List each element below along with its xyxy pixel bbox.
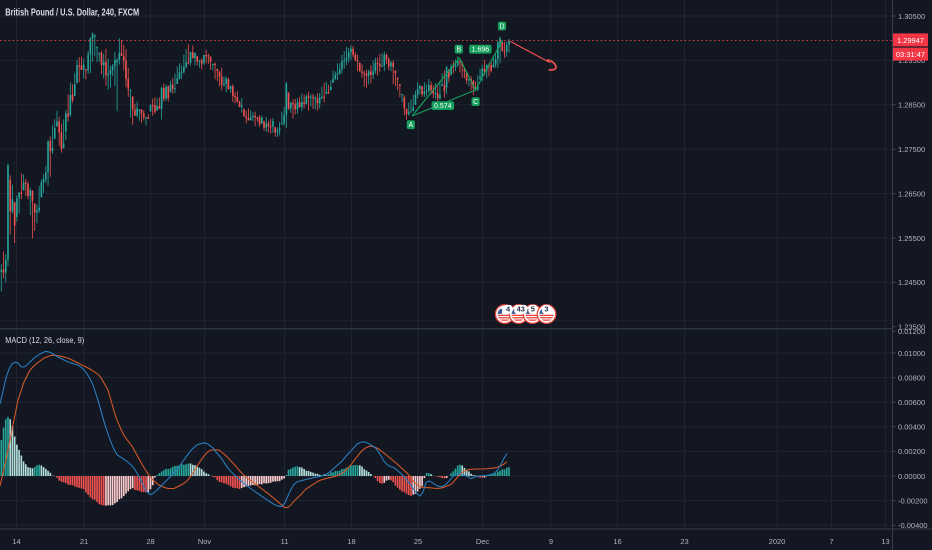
svg-text:1.23500: 1.23500 bbox=[898, 323, 925, 332]
svg-text:1.30500: 1.30500 bbox=[898, 12, 925, 21]
svg-text:-0.00200: -0.00200 bbox=[898, 496, 928, 505]
svg-text:1.24500: 1.24500 bbox=[898, 278, 925, 287]
svg-text:A: A bbox=[408, 122, 413, 129]
svg-text:1.28500: 1.28500 bbox=[898, 101, 925, 110]
svg-text:1.25500: 1.25500 bbox=[898, 234, 925, 243]
svg-text:C: C bbox=[473, 99, 478, 106]
svg-text:18: 18 bbox=[347, 537, 355, 546]
svg-text:MACD (12, 26, close, 9): MACD (12, 26, close, 9) bbox=[5, 335, 84, 345]
svg-text:0.01200: 0.01200 bbox=[898, 327, 925, 336]
svg-text:16: 16 bbox=[613, 537, 621, 546]
svg-text:7: 7 bbox=[829, 537, 833, 546]
svg-text:9: 9 bbox=[549, 537, 553, 546]
svg-text:0.00200: 0.00200 bbox=[898, 447, 925, 456]
svg-text:3: 3 bbox=[544, 305, 548, 314]
svg-text:43: 43 bbox=[517, 305, 525, 314]
svg-text:0.574: 0.574 bbox=[434, 103, 452, 110]
svg-text:11: 11 bbox=[281, 537, 289, 546]
svg-text:4: 4 bbox=[506, 305, 511, 314]
svg-text:5: 5 bbox=[531, 305, 535, 314]
svg-text:1.27500: 1.27500 bbox=[898, 145, 925, 154]
svg-text:2020: 2020 bbox=[769, 537, 786, 546]
svg-text:14: 14 bbox=[12, 537, 20, 546]
svg-text:1.29500: 1.29500 bbox=[898, 56, 925, 65]
svg-text:0.00400: 0.00400 bbox=[898, 423, 925, 432]
svg-text:Nov: Nov bbox=[198, 537, 212, 546]
svg-text:1.26500: 1.26500 bbox=[898, 189, 925, 198]
svg-text:0.00000: 0.00000 bbox=[898, 472, 925, 481]
svg-text:28: 28 bbox=[146, 537, 154, 546]
svg-text:0.01000: 0.01000 bbox=[898, 349, 925, 358]
svg-text:21: 21 bbox=[80, 537, 88, 546]
svg-text:British Pound / U.S. Dollar, 2: British Pound / U.S. Dollar, 240, FXCM bbox=[5, 7, 139, 18]
svg-text:0.00800: 0.00800 bbox=[898, 373, 925, 382]
svg-text:D: D bbox=[499, 24, 504, 31]
svg-text:13: 13 bbox=[881, 537, 889, 546]
svg-text:B: B bbox=[456, 47, 461, 54]
svg-text:-0.00400: -0.00400 bbox=[898, 521, 928, 530]
svg-text:Dec: Dec bbox=[476, 537, 490, 546]
svg-text:1.696: 1.696 bbox=[472, 47, 490, 54]
svg-text:25: 25 bbox=[414, 537, 422, 546]
svg-text:03:31:47: 03:31:47 bbox=[896, 50, 925, 59]
svg-text:23: 23 bbox=[680, 537, 688, 546]
svg-text:0.00600: 0.00600 bbox=[898, 398, 925, 407]
svg-text:1.29947: 1.29947 bbox=[897, 36, 924, 45]
